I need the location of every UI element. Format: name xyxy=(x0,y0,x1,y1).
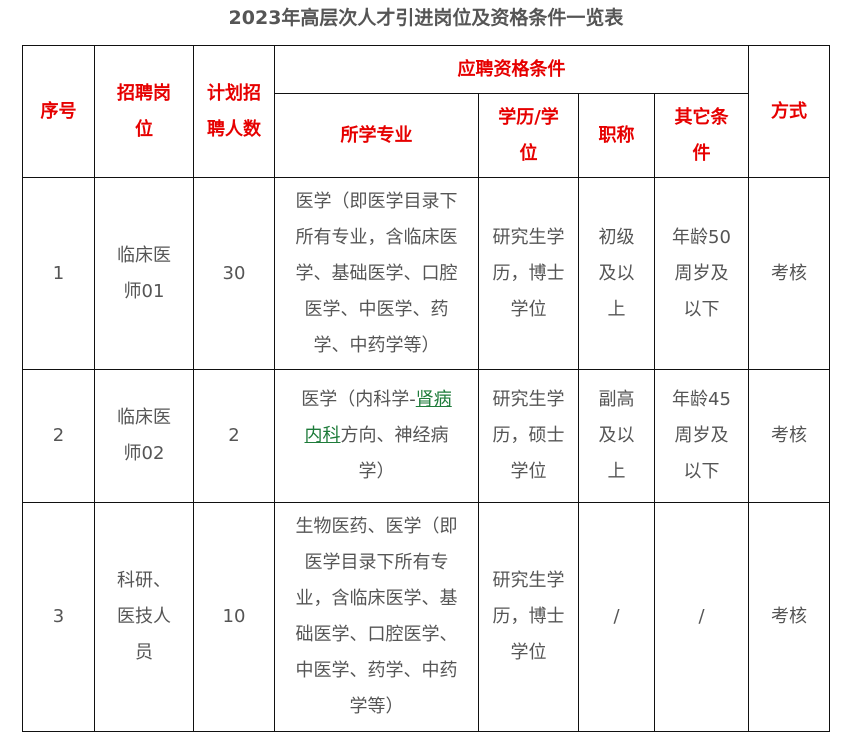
subheader-row: 所学专业 学历/学 位 职称 其它条 件 xyxy=(23,93,830,178)
cell-position: 科研、 医技人 员 xyxy=(94,502,194,732)
cell-count: 10 xyxy=(193,502,275,732)
header-other: 其它条 件 xyxy=(654,93,749,178)
header-row: 序号 招聘岗 位 计划招 聘人数 应聘资格条件 方式 xyxy=(22,45,830,178)
cell-position: 临床医 师01 xyxy=(94,177,194,370)
header-method: 方式 xyxy=(748,45,830,178)
cell-seq: 3 xyxy=(22,502,95,732)
header-position: 招聘岗 位 xyxy=(94,45,194,178)
cell-method: 考核 xyxy=(748,502,830,732)
cell-major: 医学（内科学-肾病 内科方向、神经病 学） xyxy=(274,369,479,503)
cell-degree: 研究生学 历，博士 学位 xyxy=(478,177,579,370)
cell-other: / xyxy=(654,502,749,732)
nephrology-link[interactable]: 肾病 内科 xyxy=(304,389,452,446)
cell-other: 年龄45 周岁及 以下 xyxy=(654,369,749,503)
page-title: 2023年高层次人才引进岗位及资格条件一览表 xyxy=(228,7,624,29)
major-text: 医学（内科学- xyxy=(301,389,416,410)
cell-count: 30 xyxy=(193,177,275,370)
header-degree: 学历/学 位 xyxy=(478,93,579,178)
table-row: 2 临床医 师02 2 医学（内科学-肾病 内科方向、神经病 学） 研究生学 历… xyxy=(22,369,830,503)
cell-seq: 2 xyxy=(22,369,95,503)
cell-title: 副高 及以 上 xyxy=(578,369,655,503)
cell-position: 临床医 师02 xyxy=(94,369,194,503)
header-major: 所学专业 xyxy=(274,93,479,178)
cell-title: / xyxy=(578,502,655,732)
header-title: 职称 xyxy=(578,93,655,178)
cell-degree: 研究生学 历，博士 学位 xyxy=(478,502,579,732)
table-row: 3 科研、 医技人 员 10 生物医药、医学（即 医学目录下所有专 业，含临床医… xyxy=(22,502,830,732)
cell-other: 年龄50 周岁及 以下 xyxy=(654,177,749,370)
cell-method: 考核 xyxy=(748,369,830,503)
header-qualifications: 应聘资格条件 xyxy=(274,45,749,94)
header-count: 计划招 聘人数 xyxy=(193,45,275,178)
cell-title: 初级 及以 上 xyxy=(578,177,655,370)
header-seq: 序号 xyxy=(22,45,95,178)
cell-major: 医学（即医学目录下 所有专业，含临床医 学、基础医学、口腔 医学、中医学、药 学… xyxy=(274,177,479,370)
positions-table: 序号 招聘岗 位 计划招 聘人数 应聘资格条件 方式 所学专业 学历/学 位 职… xyxy=(22,45,830,732)
cell-count: 2 xyxy=(193,369,275,503)
table-row: 1 临床医 师01 30 医学（即医学目录下 所有专业，含临床医 学、基础医学、… xyxy=(22,177,830,370)
cell-degree: 研究生学 历，硕士 学位 xyxy=(478,369,579,503)
cell-seq: 1 xyxy=(22,177,95,370)
cell-major: 生物医药、医学（即 医学目录下所有专 业，含临床医学、基 础医学、口腔医学、 中… xyxy=(274,502,479,732)
major-text: 方向、神经病 学） xyxy=(340,425,449,482)
cell-method: 考核 xyxy=(748,177,830,370)
